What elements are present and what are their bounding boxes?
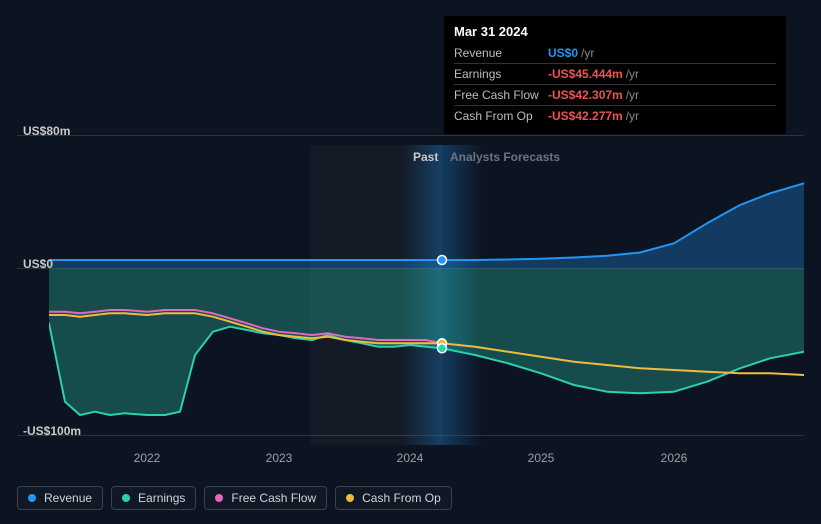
tooltip-row-revenue: Revenue US$0/yr xyxy=(454,43,776,64)
tooltip-row-cfo: Cash From Op -US$42.277m/yr xyxy=(454,106,776,127)
tooltip-unit: /yr xyxy=(623,109,639,123)
tooltip-label: Free Cash Flow xyxy=(454,85,548,106)
legend-item-revenue[interactable]: Revenue xyxy=(17,486,103,510)
chart-legend: Revenue Earnings Free Cash Flow Cash Fro… xyxy=(17,486,452,510)
region-label-past: Past xyxy=(413,150,438,164)
legend-item-fcf[interactable]: Free Cash Flow xyxy=(204,486,327,510)
tooltip-label: Revenue xyxy=(454,43,548,64)
x-label-2025: 2025 xyxy=(528,451,555,465)
legend-label: Free Cash Flow xyxy=(231,491,316,505)
y-label-n100: -US$100m xyxy=(23,424,81,438)
marker-revenue xyxy=(438,256,447,265)
legend-item-earnings[interactable]: Earnings xyxy=(111,486,196,510)
tooltip-row-fcf: Free Cash Flow -US$42.307m/yr xyxy=(454,85,776,106)
legend-label: Cash From Op xyxy=(362,491,441,505)
tooltip-value: -US$42.277m xyxy=(548,109,623,123)
region-label-future: Analysts Forecasts xyxy=(450,150,560,164)
marker-earnings xyxy=(438,344,447,353)
legend-swatch xyxy=(346,494,354,502)
tooltip-unit: /yr xyxy=(578,46,594,60)
y-label-0: US$0 xyxy=(23,257,53,271)
tooltip-table: Revenue US$0/yr Earnings -US$45.444m/yr … xyxy=(454,43,776,126)
x-label-2023: 2023 xyxy=(266,451,293,465)
legend-swatch xyxy=(122,494,130,502)
tooltip-value: -US$45.444m xyxy=(548,67,623,81)
tooltip-label: Cash From Op xyxy=(454,106,548,127)
legend-label: Earnings xyxy=(138,491,185,505)
x-label-2022: 2022 xyxy=(134,451,161,465)
tooltip-row-earnings: Earnings -US$45.444m/yr xyxy=(454,64,776,85)
financials-chart: US$80m US$0 -US$100m Past Analysts Forec… xyxy=(0,0,821,524)
tooltip-value: -US$42.307m xyxy=(548,88,623,102)
legend-label: Revenue xyxy=(44,491,92,505)
y-label-80: US$80m xyxy=(23,124,70,138)
legend-swatch xyxy=(28,494,36,502)
chart-tooltip: Mar 31 2024 Revenue US$0/yr Earnings -US… xyxy=(444,16,786,134)
tooltip-unit: /yr xyxy=(623,67,639,81)
tooltip-unit: /yr xyxy=(623,88,639,102)
tooltip-value: US$0 xyxy=(548,46,578,60)
legend-item-cfo[interactable]: Cash From Op xyxy=(335,486,452,510)
tooltip-title: Mar 31 2024 xyxy=(454,24,776,39)
x-label-2024: 2024 xyxy=(397,451,424,465)
tooltip-label: Earnings xyxy=(454,64,548,85)
legend-swatch xyxy=(215,494,223,502)
x-label-2026: 2026 xyxy=(661,451,688,465)
